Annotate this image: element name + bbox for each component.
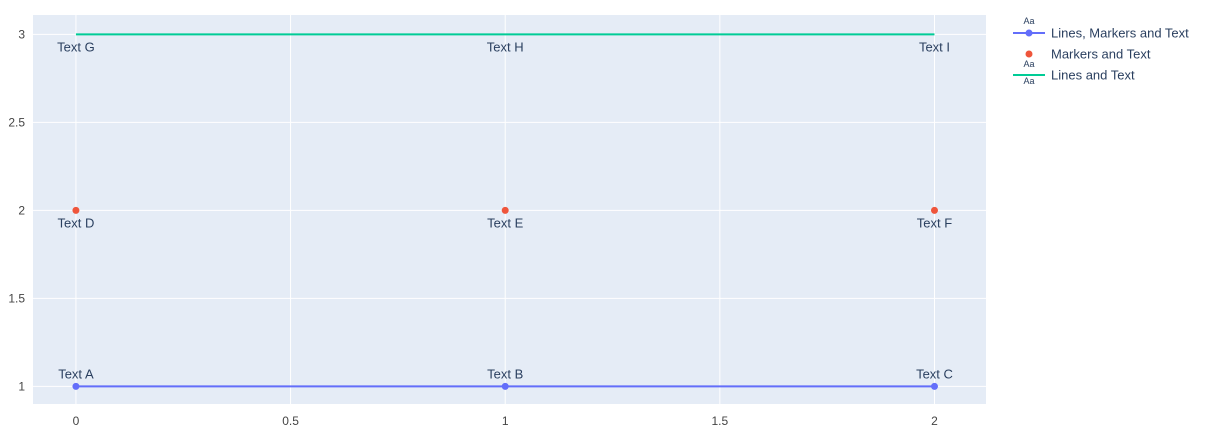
data-label: Text I xyxy=(919,39,950,54)
x-tick-label: 1 xyxy=(502,414,509,427)
data-label: Text H xyxy=(487,39,524,54)
x-tick-label: 1.5 xyxy=(712,414,729,427)
data-label: Text F xyxy=(917,215,952,230)
series-layer xyxy=(72,33,938,390)
data-label: Text B xyxy=(487,366,523,381)
x-tick-label: 0.5 xyxy=(282,414,299,427)
data-point xyxy=(72,382,80,390)
legend-label: Lines and Text xyxy=(1051,68,1135,83)
legend-text-symbol: Aa xyxy=(1023,16,1034,26)
data-label: Text G xyxy=(57,39,95,54)
data-label: Text A xyxy=(58,366,94,381)
data-label: Text D xyxy=(58,215,95,230)
data-label: Text E xyxy=(487,215,523,230)
legend-item[interactable]: Aa Lines, Markers and Text xyxy=(1013,16,1189,41)
y-tick-label: 1.5 xyxy=(8,291,25,305)
y-tick-label: 2.5 xyxy=(8,115,25,129)
x-tick-label: 2 xyxy=(931,414,938,427)
data-point xyxy=(930,206,938,214)
data-point xyxy=(501,382,509,390)
data-point xyxy=(501,206,509,214)
tick-labels: 0 0.5 1 1.5 2 1 1.5 2 2.5 3 xyxy=(8,27,938,427)
x-tick-label: 0 xyxy=(73,414,80,427)
plot-background xyxy=(33,15,986,404)
data-point xyxy=(930,382,938,390)
legend-marker-symbol xyxy=(1025,29,1033,37)
data-point xyxy=(72,206,80,214)
legend-text-symbol: Aa xyxy=(1023,76,1034,86)
legend-label: Markers and Text xyxy=(1051,47,1151,62)
legend-item[interactable]: Markers and Text xyxy=(1025,47,1151,62)
legend-label: Lines, Markers and Text xyxy=(1051,26,1189,41)
data-labels: Text A Text B Text C Text D Text E Text F Text… xyxy=(57,39,953,381)
y-tick-label: 3 xyxy=(18,27,25,41)
legend[interactable]: Aa Lines, Markers and Text Markers and Tex… xyxy=(1013,16,1189,86)
legend-marker-symbol xyxy=(1025,50,1033,58)
legend-item[interactable]: Aa Aa Lines and Text xyxy=(1013,59,1135,86)
y-tick-label: 2 xyxy=(18,203,25,217)
legend-text-symbol: Aa xyxy=(1023,59,1034,69)
y-tick-label: 1 xyxy=(18,379,25,393)
data-label: Text C xyxy=(916,366,953,381)
